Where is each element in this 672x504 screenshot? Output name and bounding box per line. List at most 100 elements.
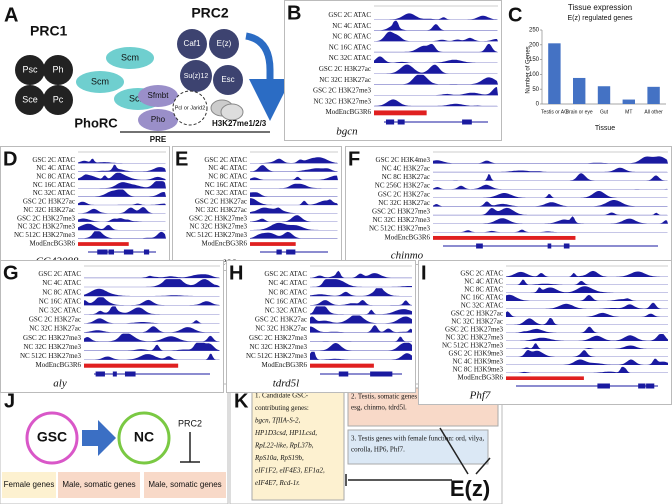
track-bar xyxy=(250,242,296,246)
bar xyxy=(548,43,561,104)
track-label: GSC 2C H3K27ac xyxy=(255,316,307,324)
track-label: NC 32C ATAC xyxy=(461,302,504,310)
track-label: GSC 2C H3K27me3 xyxy=(445,326,503,334)
track-label: NC 512C H3K27me3 xyxy=(186,231,248,239)
track-label: NC 32C H3K27me3 xyxy=(313,97,371,105)
track-signal xyxy=(78,201,166,206)
track-signal xyxy=(250,183,338,189)
track-label: GSC 2C ATAC xyxy=(264,270,307,278)
track-signal xyxy=(310,336,412,342)
track-label: NC 4C H3K9me3 xyxy=(452,358,503,366)
exon xyxy=(370,371,376,377)
track-signal xyxy=(506,279,668,285)
track-label: NC 4C ATAC xyxy=(332,22,371,30)
exon xyxy=(462,119,472,125)
protein xyxy=(138,109,178,131)
track-signal xyxy=(506,366,668,373)
exon xyxy=(479,243,483,249)
track-signal xyxy=(310,288,412,297)
track-label: NC 16C ATAC xyxy=(329,43,372,51)
track-label: ModEncBG3R6 xyxy=(458,374,504,382)
track-label: NC 32C H3K27me3 xyxy=(189,223,247,231)
x-tick-label: All other xyxy=(644,109,663,115)
track-label: GSC 2C ATAC xyxy=(328,11,371,19)
track-signal xyxy=(506,270,668,277)
track-label: GSC 2C H3K4me3 xyxy=(376,156,431,164)
track-label: GSC 2C H3K27ac xyxy=(195,198,247,206)
track-signal xyxy=(84,279,220,288)
box-text: RpL22-like, RpL37b, xyxy=(254,442,314,450)
label: PRC2 xyxy=(191,5,229,21)
exon xyxy=(646,383,655,389)
x-axis-label: Tissue xyxy=(595,125,615,132)
track-signal xyxy=(84,274,220,279)
bar xyxy=(622,99,635,104)
exon xyxy=(602,383,610,389)
label: E(z) xyxy=(450,476,490,501)
label: Scm xyxy=(91,76,109,86)
box-text: 1. Candidate GSC- xyxy=(255,392,309,400)
track-label: NC 8C ATAC xyxy=(208,173,247,181)
track-signal xyxy=(84,288,220,297)
track-label: GSC 2C H3K27ac xyxy=(29,316,81,324)
track-signal xyxy=(78,164,166,172)
track-label: NC 512C H3K27me3 xyxy=(14,231,76,239)
track-signal xyxy=(310,325,412,333)
track-signal xyxy=(506,358,668,365)
cell xyxy=(25,411,79,465)
track-label: GSC 2C H3K27me3 xyxy=(372,208,430,216)
exon xyxy=(288,249,296,255)
panel-c: C Tissue expression E(z) regulated genes… xyxy=(508,3,666,132)
exon xyxy=(597,383,607,389)
protein xyxy=(106,47,154,69)
exon xyxy=(373,371,384,377)
arrow xyxy=(245,32,291,121)
track-label: NC 16C ATAC xyxy=(205,181,248,189)
track-label: NC 16C ATAC xyxy=(265,297,308,305)
label: Male, somatic genes xyxy=(148,480,221,489)
track-label: NC 32C H3K27ac xyxy=(29,325,81,333)
box xyxy=(58,472,140,498)
panel-letter: J xyxy=(4,390,15,412)
track-signal xyxy=(310,270,412,279)
track-signal xyxy=(310,342,412,351)
label: H3K27me1/2/3 xyxy=(212,119,267,128)
track-label: NC 32C H3K27ac xyxy=(23,206,75,214)
protein xyxy=(43,85,73,115)
nucleosome xyxy=(220,103,244,121)
track-signal xyxy=(374,31,498,42)
box xyxy=(2,472,56,498)
track-signal xyxy=(84,297,220,306)
panel-j: J GSC NC PRC2 Female genes Male, somatic… xyxy=(0,383,229,504)
track-signal xyxy=(78,223,166,231)
track-label: GSC 2C ATAC xyxy=(32,156,75,164)
track-signal xyxy=(84,306,220,315)
track-label: NC 16C ATAC xyxy=(33,181,76,189)
track-signal xyxy=(250,207,338,214)
chart-title: Tissue expression xyxy=(568,3,632,12)
track-signal xyxy=(250,215,338,222)
track-signal xyxy=(506,318,668,325)
track-label: GSC 2C H3K27me3 xyxy=(23,334,81,342)
track-label: ModEncBG3R6 xyxy=(262,361,308,369)
track-label: GSC 2C H3K9me3 xyxy=(449,350,504,358)
track-signal xyxy=(374,56,498,63)
track-label: NC 512C H3K27me3 xyxy=(369,225,431,233)
box-text: eIF4E7, Rcd-1r. xyxy=(255,479,300,487)
track-label: NC 8C H3K27ac xyxy=(382,173,430,181)
track-signal xyxy=(506,343,668,349)
label: Sce xyxy=(22,94,38,104)
track-label: NC 8C ATAC xyxy=(464,286,503,294)
panel-a: A PRC1 Scm Scm Scm Psc Ph Sce Pc Sfmbt P… xyxy=(4,4,291,144)
y-tick-label: 250 xyxy=(529,28,540,34)
gene-name: aly xyxy=(53,378,67,390)
track-label: GSC 2C H3K27ac xyxy=(23,198,75,206)
chart-subtitle: E(z) regulated genes xyxy=(568,15,633,22)
track-label: NC 8C H3K9me3 xyxy=(452,366,503,374)
cell xyxy=(117,411,171,465)
track-signal xyxy=(374,43,498,53)
label: PRC1 xyxy=(30,23,68,39)
box xyxy=(347,429,489,465)
box-text: RpS10a, RpS19b, xyxy=(254,454,304,462)
